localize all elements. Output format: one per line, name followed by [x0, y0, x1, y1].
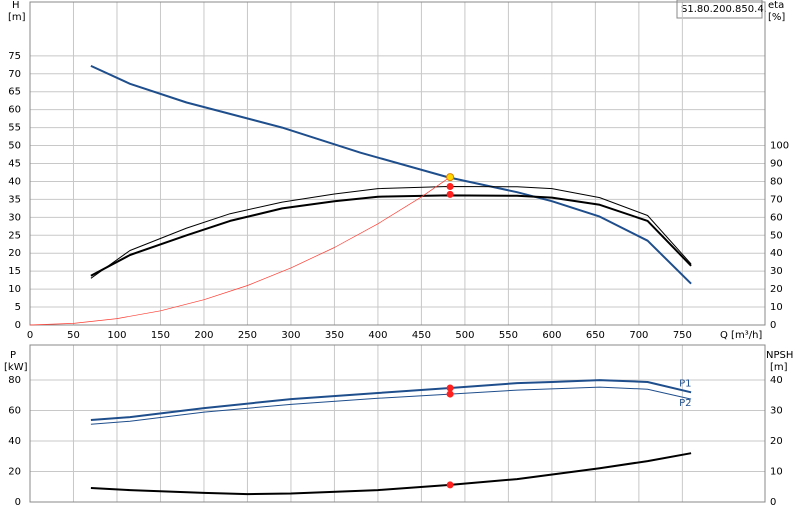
curve — [90, 386, 692, 425]
y-tick-label: 20 — [8, 467, 21, 478]
y2-tick-label: 40 — [770, 248, 783, 259]
plot-frame — [29, 1, 766, 326]
plot-frame — [29, 344, 766, 503]
x-tick-label: 350 — [325, 330, 344, 341]
x-tick-label: 450 — [412, 330, 431, 341]
curve — [90, 186, 692, 279]
y2-tick-label: 60 — [770, 212, 783, 223]
y-tick-label: 45 — [8, 159, 21, 170]
y-tick-label: 30 — [8, 212, 21, 223]
y2-tick-label: 30 — [770, 266, 783, 277]
y-tick-label: 20 — [8, 248, 21, 259]
x-tick-label: 400 — [368, 330, 387, 341]
curve-label: P1 — [679, 378, 691, 389]
x-tick-label: 50 — [67, 330, 80, 341]
y2-tick-label: 50 — [770, 230, 783, 241]
y-tick-label: 55 — [8, 123, 21, 134]
x-tick-label: 150 — [151, 330, 170, 341]
x-tick-label: 650 — [586, 330, 605, 341]
y2-tick-label: 20 — [770, 284, 783, 295]
x-tick-label: 100 — [107, 330, 126, 341]
chart-title: S1.80.200.850.4. — [681, 4, 767, 15]
y-tick-label: 70 — [8, 69, 21, 80]
y-axis-label: P — [10, 350, 16, 361]
y-tick-label: 40 — [8, 436, 21, 447]
y2-tick-label: 100 — [770, 141, 789, 152]
y-axis-unit: [m] — [8, 12, 26, 23]
y-tick-label: 40 — [8, 176, 21, 187]
y-tick-label: 60 — [8, 406, 21, 417]
x-tick-label: 0 — [27, 330, 33, 341]
y-tick-label: 50 — [8, 141, 21, 152]
title-box — [676, 0, 763, 19]
operating-point — [446, 190, 454, 198]
y-tick-label: 65 — [8, 87, 21, 98]
x-tick-label: 750 — [673, 330, 692, 341]
y2-tick-label: 10 — [770, 302, 783, 313]
y2-axis-unit: [m] — [770, 362, 788, 373]
y2-tick-label: 30 — [770, 406, 783, 417]
curve — [90, 194, 692, 277]
y2-tick-label: 0 — [770, 497, 776, 508]
y-tick-label: 0 — [15, 320, 21, 331]
x-tick-label: 600 — [542, 330, 561, 341]
x-tick-label: 550 — [499, 330, 518, 341]
y-tick-label: 25 — [8, 230, 21, 241]
x-tick-label: 300 — [281, 330, 300, 341]
x-tick-label: 700 — [629, 330, 648, 341]
y-tick-label: 35 — [8, 194, 21, 205]
curve — [90, 452, 692, 496]
y-tick-label: 0 — [15, 497, 21, 508]
y-axis-label: H — [12, 0, 20, 11]
y-tick-label: 5 — [15, 302, 21, 313]
x-tick-label: 250 — [238, 330, 257, 341]
y2-tick-label: 70 — [770, 194, 783, 205]
y-tick-label: 75 — [8, 51, 21, 62]
operating-point — [446, 173, 455, 182]
curve — [29, 176, 451, 326]
y-tick-label: 10 — [8, 284, 21, 295]
y2-axis-label: eta — [768, 0, 784, 11]
operating-point — [446, 182, 454, 190]
y2-tick-label: 40 — [770, 375, 783, 386]
x-axis-label: Q [m³/h] — [720, 330, 762, 341]
x-tick-label: 200 — [194, 330, 213, 341]
y-tick-label: 80 — [8, 375, 21, 386]
y-axis-unit: [kW] — [4, 362, 28, 373]
y2-tick-label: 0 — [770, 320, 776, 331]
y-tick-label: 15 — [8, 266, 21, 277]
curve-label: P2 — [679, 398, 691, 409]
y2-tick-label: 80 — [770, 176, 783, 187]
y2-tick-label: 90 — [770, 159, 783, 170]
y2-axis-label: NPSH — [766, 350, 793, 361]
y2-tick-label: 10 — [770, 467, 783, 478]
y2-tick-label: 20 — [770, 436, 783, 447]
y2-axis-unit: [%] — [768, 12, 785, 23]
operating-point — [446, 390, 454, 398]
operating-point — [446, 384, 454, 392]
x-tick-label: 500 — [455, 330, 474, 341]
y-tick-label: 60 — [8, 105, 21, 116]
operating-point — [446, 481, 454, 489]
